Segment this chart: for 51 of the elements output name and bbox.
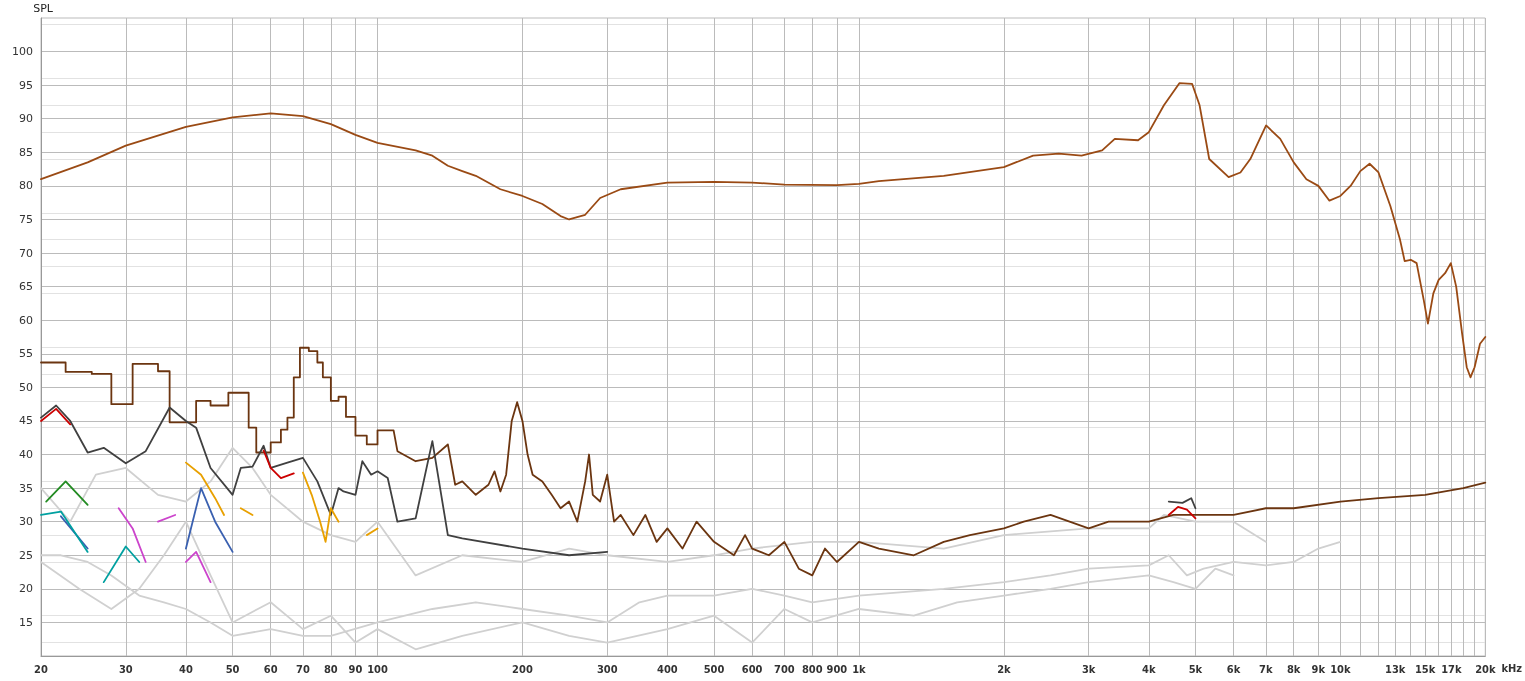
y-tick-label: 50 [19,380,33,394]
x-tick-label: 17k [1441,663,1462,676]
y-tick-label: 15 [19,615,33,629]
x-tick-label: 800 [801,663,823,676]
y-tick-label: 60 [19,313,33,327]
x-tick-label: 5k [1188,663,1203,676]
x-tick-label: 200 [512,663,533,676]
y-tick-label: 65 [19,280,33,294]
x-tick-label: 30 [118,663,133,676]
y-tick-label: 85 [19,145,33,159]
y-tick-label: 40 [19,448,33,462]
x-tick-label: 700 [774,663,795,676]
x-tick-label: 20k [1475,663,1496,676]
x-tick-label: 4k [1142,663,1156,676]
x-tick-label: 500 [703,663,725,676]
x-tick-label: 90 [348,663,363,676]
x-tick-label: 6k [1226,663,1241,676]
x-tick-label: 13k [1385,663,1406,676]
x-tick-label: 20 [34,663,48,676]
y-axis-title: SPL [33,2,54,15]
x-tick-label: 7k [1259,663,1273,676]
x-tick-label: 50 [225,663,240,676]
y-tick-label: 25 [19,548,33,562]
y-tick-label: 55 [19,347,33,361]
y-tick-label: 30 [19,515,33,529]
y-tick-label: 95 [19,78,33,92]
x-tick-label: 80 [323,663,338,676]
x-tick-label: 900 [826,663,848,676]
y-tick-label: 100 [12,45,33,59]
x-tick-label: 400 [657,663,678,676]
y-tick-label: 35 [19,481,33,495]
x-tick-label: 8k [1286,663,1301,676]
y-tick-label: 80 [19,179,33,193]
x-tick-label: 600 [741,663,763,676]
x-tick-label: 60 [263,663,278,676]
y-tick-label: 90 [19,112,33,126]
x-tick-label: 300 [596,663,618,676]
y-tick-label: 75 [19,212,33,226]
x-tick-label: 15k [1414,663,1436,676]
x-tick-label: 40 [179,663,193,676]
x-tick-label: 2k [997,663,1012,676]
y-tick-label: 70 [19,246,33,260]
y-tick-label: 45 [19,414,33,428]
x-tick-label: 70 [296,663,310,676]
x-axis-title: kHz [1501,662,1523,675]
x-tick-label: 10k [1330,663,1351,676]
x-tick-label: 3k [1081,663,1096,676]
x-tick-label: 1k [852,663,867,676]
x-tick-label: 100 [367,663,388,676]
y-tick-label: 20 [19,582,33,596]
x-tick-label: 9k [1311,663,1326,676]
